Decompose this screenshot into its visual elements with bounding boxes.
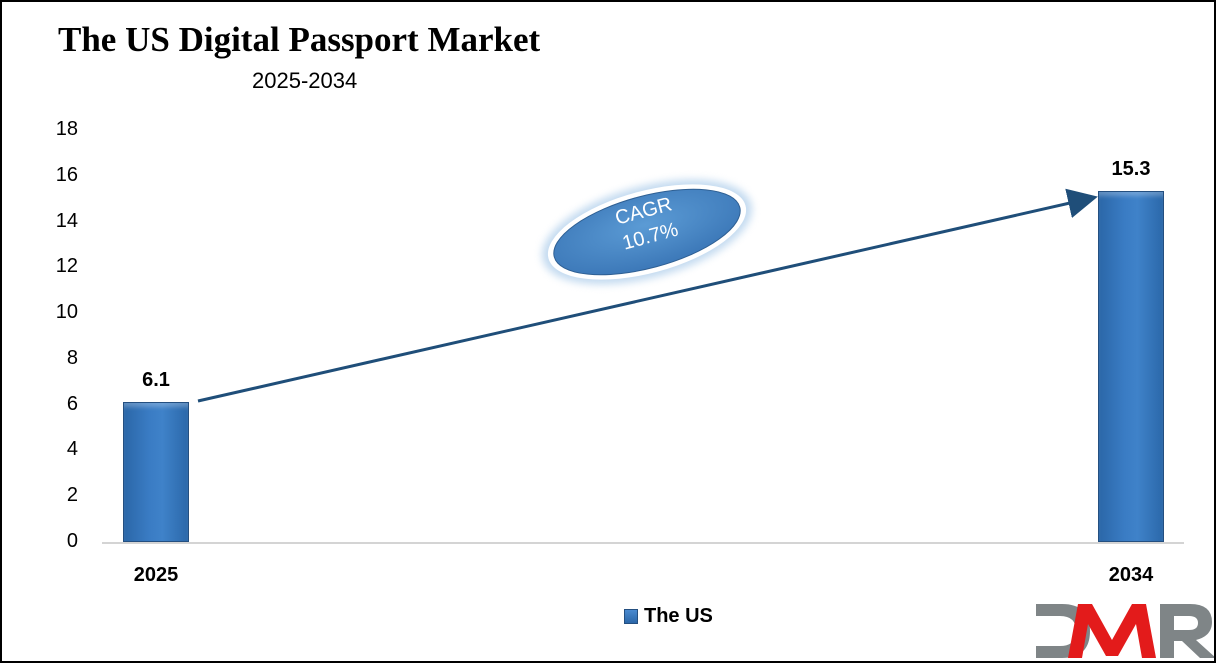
y-tick: 8 (66, 347, 78, 369)
bar-2025 (123, 402, 189, 542)
chart-subtitle: 2025-2034 (252, 68, 358, 93)
legend-swatch-icon (624, 609, 638, 624)
cagr-ellipse (542, 179, 752, 285)
x-label-2034: 2034 (1108, 564, 1154, 586)
y-tick: 12 (55, 255, 78, 277)
y-tick: 4 (66, 438, 78, 460)
chart-title: The US Digital Passport Market (58, 20, 541, 59)
y-tick: 10 (55, 301, 78, 323)
y-tick: 14 (55, 210, 78, 232)
cagr-arrow (197, 188, 1098, 403)
bar-2034 (1098, 191, 1164, 542)
y-tick: 0 (66, 530, 78, 552)
x-axis-line (102, 542, 1184, 544)
value-label-2034: 15.3 (1111, 158, 1151, 180)
x-label-2025: 2025 (133, 564, 179, 586)
legend-label: The US (644, 605, 713, 627)
legend: The US (624, 605, 713, 628)
y-tick: 18 (55, 118, 78, 140)
dmr-logo-icon (1036, 604, 1214, 658)
y-tick: 6 (66, 393, 78, 415)
value-label-2025: 6.1 (142, 369, 170, 391)
y-tick: 2 (66, 484, 78, 506)
y-tick: 16 (55, 164, 78, 186)
